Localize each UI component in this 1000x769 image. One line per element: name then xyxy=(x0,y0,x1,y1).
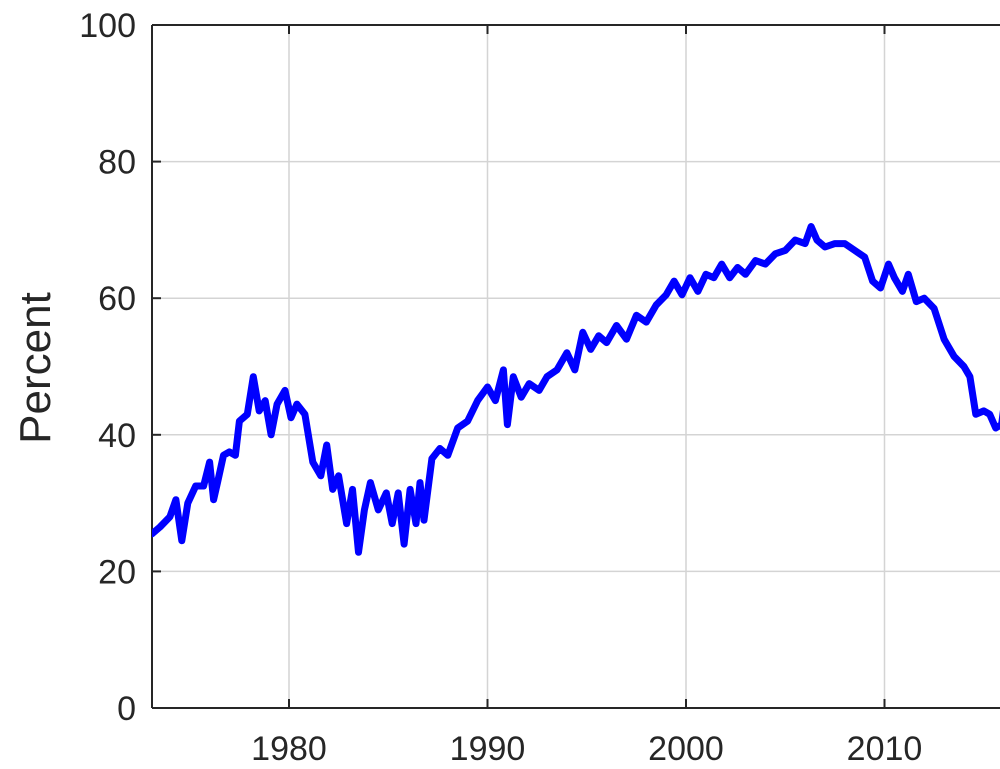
tick-labels: 0 20 40 60 80 100 1980 1990 2000 2010 xyxy=(79,7,922,768)
y-tick-label: 20 xyxy=(98,553,136,591)
y-tick-label: 100 xyxy=(79,7,136,45)
series-line xyxy=(152,223,1000,556)
y-tick-label: 80 xyxy=(98,144,136,182)
x-tick-label: 1990 xyxy=(450,730,526,768)
y-tick-label: 0 xyxy=(117,690,136,728)
y-tick-label: 40 xyxy=(98,417,136,455)
y-tick-label: 60 xyxy=(98,280,136,318)
x-tick-label: 2000 xyxy=(648,730,724,768)
series-layer xyxy=(152,223,1000,556)
y-axis-label: Percent xyxy=(11,292,60,444)
x-tick-label: 1980 xyxy=(251,730,327,768)
axes xyxy=(151,24,1000,709)
x-tick-label: 2010 xyxy=(847,730,923,768)
